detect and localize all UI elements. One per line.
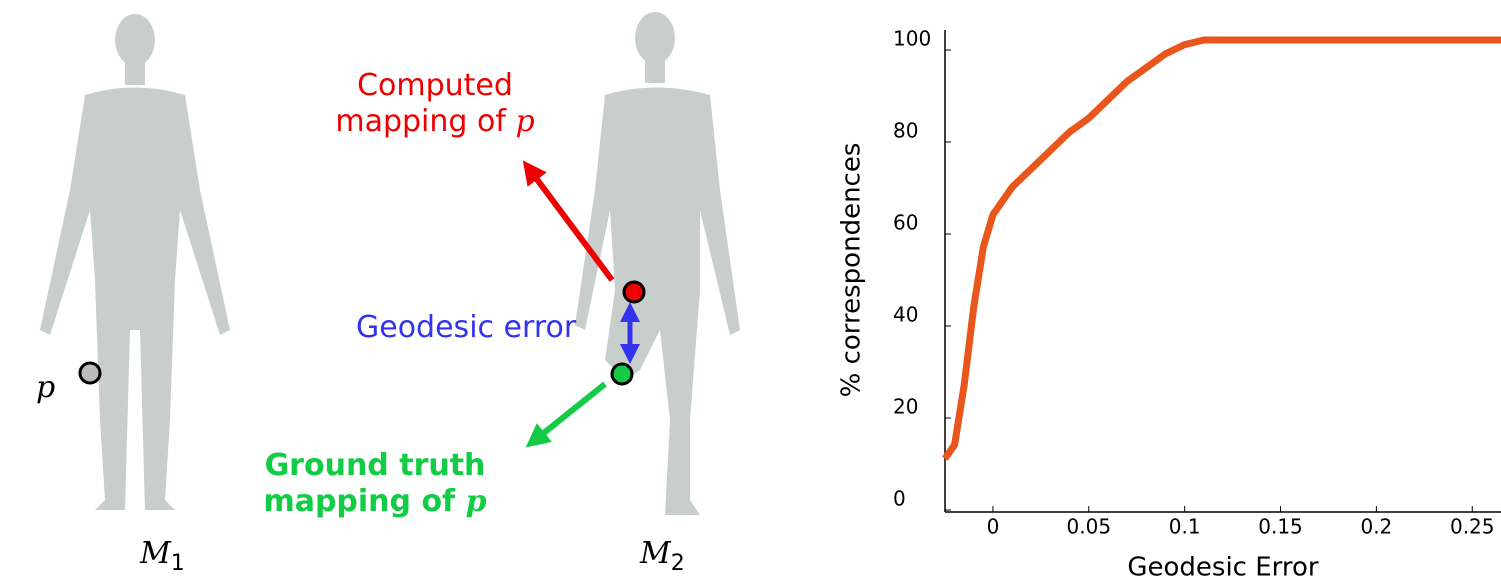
ground-truth-var: p — [465, 484, 487, 519]
point-p — [78, 361, 102, 385]
shape-base: M — [140, 536, 171, 571]
ground-truth-point — [610, 362, 634, 386]
body-m2 — [575, 12, 740, 515]
y-tick-label: 80 — [893, 119, 918, 143]
computed-arrow — [522, 160, 615, 282]
point-label: p — [36, 370, 56, 405]
y-tick-label: 20 — [893, 395, 918, 419]
y-tick-label: 40 — [893, 303, 918, 327]
data-line — [942, 36, 1501, 461]
geodesic-label: Geodesic error — [356, 310, 577, 345]
x-axis-title: Geodesic Error — [1127, 553, 1319, 583]
x-tick-label: 0.2 — [1360, 515, 1392, 539]
computed-label: Computed mapping of p — [300, 68, 570, 140]
computed-point — [622, 280, 646, 304]
ground-truth-arrow — [525, 381, 607, 448]
shape2-label: M2 — [640, 536, 685, 582]
y-tick-label: 60 — [893, 211, 918, 235]
x-tick-label: 0.15 — [1258, 515, 1303, 539]
shape-sub: 2 — [670, 551, 685, 576]
computed-text: Computed mapping of — [335, 68, 513, 139]
y-tick-label: 0 — [893, 487, 906, 511]
ground-truth-label: Ground truth mapping of p — [240, 448, 510, 520]
x-tick-label: 0.1 — [1169, 515, 1201, 539]
shape-sub: 1 — [170, 551, 185, 576]
body-m1 — [40, 14, 230, 510]
x-tick-label: 0.05 — [1067, 515, 1112, 539]
x-tick-label: 0 — [987, 515, 1000, 539]
x-tick-label: 0.25 — [1450, 515, 1495, 539]
ground-truth-text: Ground truth mapping of — [263, 448, 486, 519]
chart: 0 20 40 60 80 100 0 0.05 0.1 0.15 0.2 0.25 Geodesic … — [837, 27, 1501, 583]
y-axis-title: % correspondences — [837, 143, 867, 398]
shape1-label: M1 — [140, 536, 185, 582]
computed-var: p — [515, 104, 535, 139]
y-tick-label: 100 — [893, 27, 931, 51]
shape-base: M — [640, 536, 671, 571]
